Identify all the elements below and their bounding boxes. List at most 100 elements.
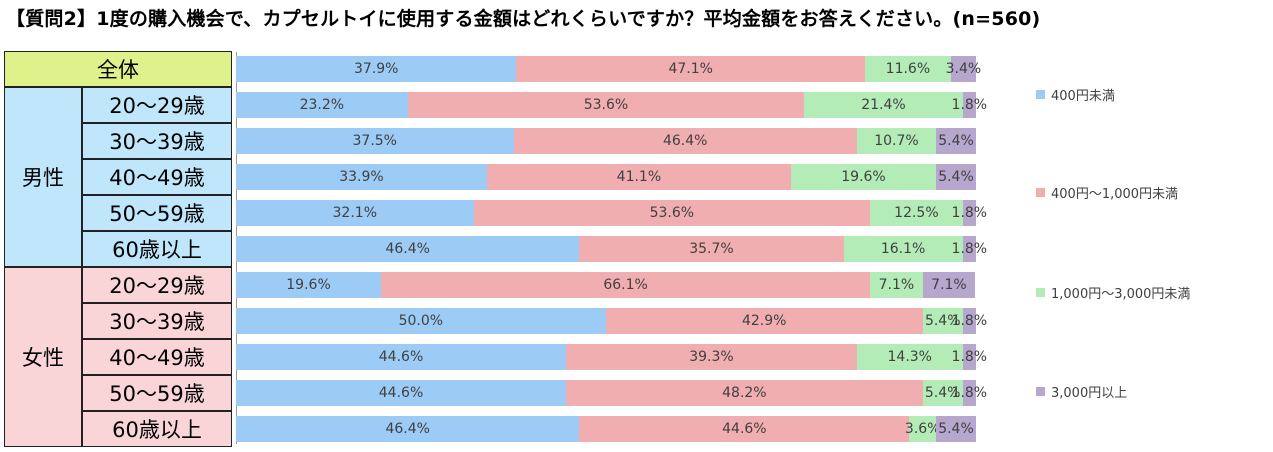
bar-segment: 16.1% (843, 236, 963, 262)
bar-segment: 14.3% (856, 344, 963, 370)
group-label-total: 全体 (4, 51, 232, 87)
bar-segment: 47.1% (516, 56, 865, 82)
bar-segment: 1.8% (952, 308, 987, 334)
bar-segment: 37.9% (236, 56, 517, 82)
bar-row: 32.1% 53.6% 12.5% 1.8% (236, 200, 987, 226)
data-label: 1.8% (951, 385, 988, 401)
bar-row: 46.4% 35.7% 16.1% 1.8% (236, 236, 987, 262)
bar-segment: 5.4% (936, 164, 976, 190)
bar-segment: 5.4% (922, 380, 963, 406)
data-label: 42.9% (741, 313, 787, 329)
bar-row: 23.2% 53.6% 21.4% 1.8% (236, 92, 987, 118)
plot-area: 37.9% 47.1% 11.6% 3.4% 23.2% 53.6% 21.4% 1.8% 37… (236, 52, 987, 444)
data-label: 39.3% (689, 349, 734, 365)
bar-segment: 46.4% (236, 236, 580, 262)
bar-segment: 37.5% (236, 128, 514, 154)
age-label-female-20s: 20～29歳 (82, 267, 232, 303)
bar-segment: 53.6% (473, 200, 871, 226)
bar-segment: 41.1% (486, 164, 791, 190)
group-label-female: 女性 (4, 267, 82, 447)
data-label: 12.5% (894, 205, 939, 221)
bar-segment: 66.1% (381, 272, 871, 298)
bar-segment: 1.8% (952, 344, 987, 370)
data-label: 5.4% (924, 313, 961, 329)
bar-segment: 19.6% (790, 164, 937, 190)
data-label: 5.4% (938, 133, 974, 149)
bar-segment: 3.6% (905, 416, 941, 442)
bar-segment: 21.4% (804, 92, 963, 118)
data-label: 5.4% (938, 169, 974, 185)
data-label: 44.6% (378, 349, 424, 365)
data-label: 16.1% (880, 241, 926, 257)
legend-swatch (1036, 90, 1045, 99)
legend-item: 1,000円～3,000円未満 (1036, 283, 1190, 302)
bar-segment: 46.4% (236, 416, 580, 442)
data-label: 19.6% (841, 169, 886, 185)
data-label: 3.6% (904, 421, 941, 437)
bar-segment: 10.7% (856, 128, 937, 154)
bar-segment: 3.4% (946, 56, 981, 82)
bar-segment: 39.3% (566, 344, 857, 370)
legend-item: 400円～1,000円未満 (1036, 183, 1178, 202)
age-label-female-60plus: 60歳以上 (82, 411, 232, 447)
bar-segment: 23.2% (236, 92, 408, 118)
bar-segment: 53.6% (407, 92, 805, 118)
bar-segment: 1.8% (952, 236, 987, 262)
data-label: 23.2% (299, 97, 345, 113)
bar-segment: 5.4% (922, 308, 963, 334)
bar-segment: 1.8% (952, 200, 987, 226)
bar-row: 19.6% 66.1% 7.1% 7.1% (236, 272, 976, 298)
data-label: 46.4% (385, 241, 430, 257)
bar-segment: 1.8% (952, 380, 987, 406)
bar-row: 44.6% 39.3% 14.3% 1.8% (236, 344, 987, 370)
legend-label: 3,000円以上 (1051, 386, 1128, 401)
data-label: 1.8% (951, 241, 988, 257)
data-label: 46.4% (662, 133, 708, 149)
bar-segment: 42.9% (605, 308, 923, 334)
age-label-female-30s: 30～39歳 (82, 303, 232, 339)
bar-segment: 35.7% (579, 236, 844, 262)
data-label: 1.8% (951, 205, 988, 221)
data-label: 53.6% (583, 97, 629, 113)
bar-row: 46.4% 44.6% 3.6% 5.4% (236, 416, 976, 442)
data-label: 50.0% (398, 313, 444, 329)
data-label: 10.7% (874, 133, 919, 149)
bar-segment: 44.6% (236, 344, 567, 370)
legend-swatch (1036, 288, 1045, 297)
data-label: 3.4% (945, 61, 982, 77)
bar-segment: 50.0% (236, 308, 606, 334)
data-label: 37.5% (352, 133, 397, 149)
group-label-male: 男性 (4, 87, 82, 267)
bar-segment: 32.1% (236, 200, 474, 226)
legend: 400円未満 400円～1,000円未満 1,000円～3,000円未満 3,000円… (1036, 0, 1266, 452)
data-label: 11.6% (885, 61, 931, 77)
category-labels: 全体 男性 女性 20～29歳 30～39歳 40～49歳 50～59歳 60歳… (4, 51, 232, 447)
data-label: 21.4% (861, 97, 906, 113)
bar-segment: 11.6% (864, 56, 951, 82)
bar-row: 37.9% 47.1% 11.6% 3.4% (236, 56, 981, 82)
bar-segment: 5.4% (936, 128, 976, 154)
age-label-male-40s: 40～49歳 (82, 159, 232, 195)
data-label: 1.8% (951, 349, 988, 365)
data-label: 46.4% (385, 421, 430, 437)
data-label: 7.1% (931, 277, 967, 293)
data-label: 47.1% (668, 61, 713, 77)
bar-row: 37.5% 46.4% 10.7% 5.4% (236, 128, 976, 154)
bar-segment: 1.8% (952, 92, 987, 118)
chart-title: 【質問2】1度の購入機会で、カプセルトイに使用する金額はどれくらいですか？平均金… (6, 8, 1041, 30)
data-label: 5.4% (924, 385, 961, 401)
data-label: 33.9% (339, 169, 384, 185)
legend-label: 400円～1,000円未満 (1051, 187, 1179, 202)
data-label: 41.1% (616, 169, 662, 185)
data-label: 19.6% (286, 277, 331, 293)
data-label: 66.1% (603, 277, 648, 293)
bar-segment: 7.1% (922, 272, 976, 298)
legend-label: 400円未満 (1051, 89, 1115, 104)
legend-label: 1,000円～3,000円未満 (1051, 287, 1191, 302)
data-label: 32.1% (332, 205, 377, 221)
data-label: 53.6% (649, 205, 695, 221)
bar-row: 44.6% 48.2% 5.4% 1.8% (236, 380, 987, 406)
bar-segment: 48.2% (566, 380, 923, 406)
age-label-male-60plus: 60歳以上 (82, 231, 232, 267)
data-label: 44.6% (378, 385, 424, 401)
